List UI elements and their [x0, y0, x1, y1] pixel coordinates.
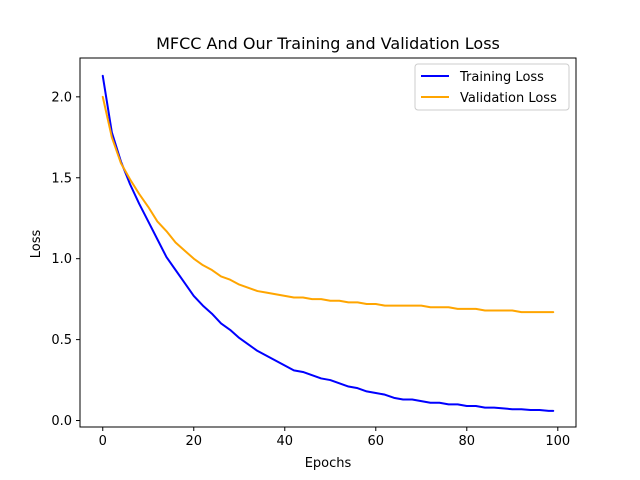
x-tick-label: 60	[368, 434, 385, 449]
x-tick-label: 80	[459, 434, 476, 449]
y-tick-label: 1.5	[51, 171, 72, 186]
plot-frame	[79, 57, 577, 428]
x-tick-label: 100	[545, 434, 570, 449]
plot-lines	[101, 74, 555, 412]
x-tick-label: 40	[276, 434, 293, 449]
y-tick-label: 2.0	[51, 90, 72, 105]
x-tick-label: 0	[99, 434, 107, 449]
legend-label-training: Training Loss	[459, 70, 544, 85]
series-line-training-loss	[101, 74, 555, 412]
y-tick-label: 0.0	[51, 414, 72, 429]
x-tick-label: 20	[185, 434, 202, 449]
y-tick-label: 1.0	[51, 252, 72, 267]
x-axis-ticks: 0 20 40 60 80 100	[99, 427, 570, 449]
legend-label-validation: Validation Loss	[460, 91, 557, 106]
series-line-validation-loss	[101, 95, 555, 314]
x-axis-label: Epochs	[305, 456, 352, 471]
chart-title: MFCC And Our Training and Validation Los…	[156, 34, 500, 53]
y-axis-ticks: 0.0 0.5 1.0 1.5 2.0	[51, 90, 80, 429]
legend: Training Loss Validation Loss	[414, 63, 570, 111]
y-tick-label: 0.5	[51, 333, 72, 348]
legend-box	[414, 63, 570, 111]
y-axis-label: Loss	[29, 230, 44, 259]
